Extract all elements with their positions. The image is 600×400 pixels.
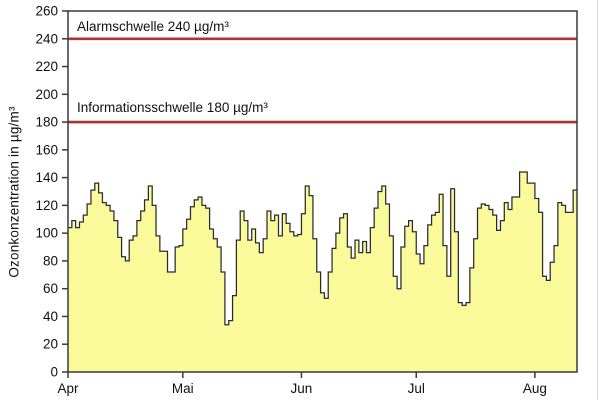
x-axis-tick-label: Aug	[523, 381, 547, 396]
y-axis-title: Ozonkonzentration in µg/m³	[6, 106, 22, 278]
y-axis-tick-label: 20	[43, 337, 58, 352]
y-axis-tick-label: 160	[35, 142, 58, 157]
y-axis-tick-label: 180	[35, 115, 58, 130]
alarm-threshold-label: Alarmschwelle 240 µg/m³	[77, 19, 229, 34]
window-edge-divider	[597, 0, 598, 400]
y-axis-tick-label: 80	[43, 253, 58, 268]
information-threshold-label: Informationsschwelle 180 µg/m³	[77, 100, 268, 115]
y-axis-tick-label: 200	[35, 87, 58, 102]
plot-frame	[67, 10, 578, 373]
y-axis-tick-label: 140	[35, 170, 58, 185]
x-axis-tick-label: Apr	[57, 381, 79, 396]
y-axis-tick-label: 240	[35, 31, 58, 46]
ozone-area-fill	[68, 172, 577, 372]
x-axis-tick-label: Jul	[408, 381, 425, 396]
y-axis-tick-label: 120	[35, 198, 58, 213]
y-axis-tick-label: 60	[43, 281, 58, 296]
y-axis-tick-label: 220	[35, 59, 58, 74]
y-axis-tick-label: 0	[50, 365, 58, 380]
ozone-step-outline	[68, 171, 577, 326]
x-axis-tick-label: Jun	[291, 381, 313, 396]
x-axis-tick-label: Mai	[172, 381, 194, 396]
y-axis-tick-label: 260	[35, 4, 58, 19]
y-axis-tick-label: 100	[35, 226, 58, 241]
y-axis-tick-label: 40	[43, 309, 58, 324]
